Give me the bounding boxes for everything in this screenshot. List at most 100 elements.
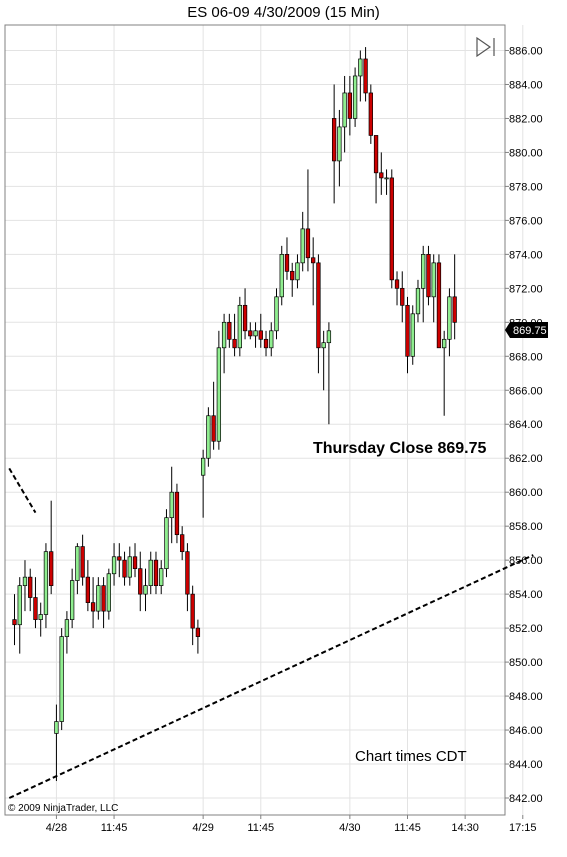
candle-body bbox=[300, 228, 305, 264]
chart-title: ES 06-09 4/30/2009 (15 Min) bbox=[187, 4, 380, 21]
candle-body bbox=[80, 546, 85, 578]
candle-body bbox=[64, 619, 70, 637]
play-icon[interactable] bbox=[476, 36, 495, 58]
candle-body bbox=[237, 304, 242, 349]
candle bbox=[379, 152, 384, 195]
candle bbox=[342, 75, 347, 153]
candle-body bbox=[389, 177, 394, 281]
y-tick-label: 862.00 bbox=[509, 453, 543, 465]
candle bbox=[279, 245, 284, 306]
candle-body bbox=[368, 92, 373, 136]
candle-body bbox=[169, 491, 174, 519]
candle-body bbox=[43, 551, 49, 615]
y-tick-label: 856.00 bbox=[509, 555, 543, 567]
candle-body bbox=[90, 602, 96, 612]
candle bbox=[400, 271, 405, 323]
candle-body bbox=[195, 627, 201, 637]
y-tick-label: 854.00 bbox=[509, 589, 543, 601]
candle bbox=[347, 75, 353, 136]
candle bbox=[75, 543, 80, 595]
candle-body bbox=[410, 313, 415, 357]
candle bbox=[331, 84, 337, 204]
candle-body bbox=[221, 321, 227, 349]
candle-body bbox=[394, 279, 400, 289]
candle bbox=[185, 543, 190, 612]
x-tick-label: 4/28 bbox=[46, 822, 67, 834]
candle bbox=[164, 509, 169, 578]
candle-body bbox=[75, 546, 80, 581]
candle-body bbox=[54, 721, 59, 734]
candle-body bbox=[331, 118, 337, 162]
candle bbox=[373, 135, 379, 204]
candle-body bbox=[59, 636, 64, 722]
candle-body bbox=[421, 254, 426, 289]
candle bbox=[258, 313, 263, 348]
candle bbox=[221, 313, 227, 374]
candle bbox=[237, 296, 242, 357]
candle bbox=[316, 254, 321, 374]
candle bbox=[111, 543, 117, 586]
candle-body bbox=[164, 517, 169, 570]
grid-layer bbox=[5, 25, 524, 815]
trendline-layer bbox=[8, 467, 534, 799]
candle-body bbox=[384, 177, 389, 180]
candle bbox=[174, 483, 180, 544]
candle bbox=[284, 237, 290, 280]
x-tick-label: 11:45 bbox=[394, 822, 421, 834]
chart-times-annotation: Chart times CDT bbox=[355, 748, 467, 765]
candle-body bbox=[253, 330, 258, 337]
candle bbox=[447, 288, 452, 357]
candle bbox=[80, 534, 85, 586]
candle-body bbox=[347, 92, 353, 119]
candle-body bbox=[216, 347, 222, 442]
candle-body bbox=[49, 551, 54, 586]
candle bbox=[17, 577, 22, 654]
candle-body bbox=[211, 415, 216, 442]
x-tick-label: 14:30 bbox=[451, 822, 479, 834]
candle bbox=[153, 551, 159, 595]
candle bbox=[49, 500, 54, 595]
y-tick-label: 864.00 bbox=[509, 419, 543, 431]
candle-body bbox=[436, 262, 442, 349]
candle bbox=[106, 568, 111, 620]
candle bbox=[394, 271, 400, 306]
plot-border bbox=[4, 24, 506, 816]
candle-body bbox=[269, 330, 274, 349]
candle-body bbox=[279, 254, 284, 298]
trendline bbox=[8, 467, 37, 514]
y-tick-label: 878.00 bbox=[509, 181, 543, 193]
candle bbox=[227, 313, 232, 348]
candle-body bbox=[69, 580, 75, 620]
candle bbox=[54, 704, 59, 782]
candle-body bbox=[452, 296, 457, 323]
thursday-close-annotation: Thursday Close 869.75 bbox=[313, 440, 487, 457]
candle bbox=[101, 577, 106, 629]
candle-body bbox=[22, 576, 28, 586]
candle bbox=[85, 560, 91, 612]
candle-body bbox=[28, 576, 33, 598]
candle bbox=[352, 67, 358, 127]
candle-body bbox=[363, 58, 368, 94]
candle bbox=[180, 526, 185, 561]
candle bbox=[421, 245, 426, 323]
x-axis: 4/28 11:45 4/29 11:45 4/30 11:45 14:30 17:15 bbox=[46, 815, 537, 834]
candle bbox=[169, 466, 174, 544]
y-tick-label: 866.00 bbox=[509, 385, 543, 397]
candle-body bbox=[263, 338, 269, 349]
candle-body bbox=[33, 597, 38, 620]
candle bbox=[90, 577, 96, 629]
candle-body bbox=[232, 338, 237, 349]
candle bbox=[305, 169, 311, 272]
candle bbox=[263, 330, 269, 357]
candle bbox=[28, 568, 33, 612]
last-price-marker: 869.75 bbox=[505, 322, 548, 338]
candle-body bbox=[180, 534, 185, 553]
candle-body bbox=[153, 559, 159, 586]
candle-body bbox=[258, 330, 263, 340]
candle-body bbox=[227, 321, 232, 340]
candle-body bbox=[442, 338, 447, 349]
candle bbox=[12, 594, 17, 646]
y-tick-label: 852.00 bbox=[509, 623, 543, 635]
y-tick-label: 882.00 bbox=[509, 113, 543, 125]
